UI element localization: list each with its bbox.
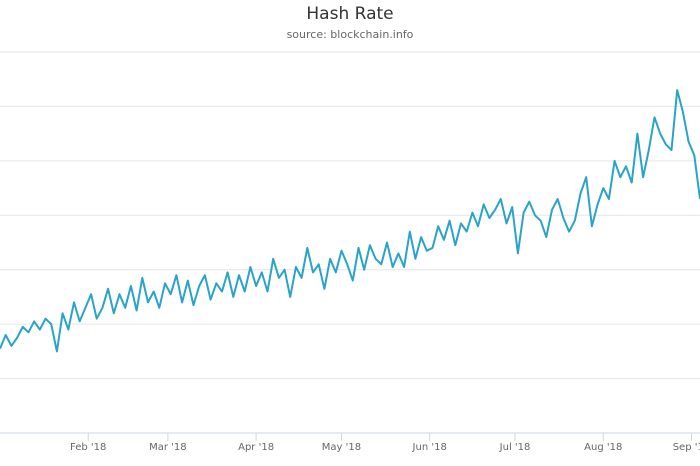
chart-title: Hash Rate: [306, 4, 394, 24]
x-axis: Feb '18 Mar '18 Apr '18 May '18 Jun '18 Jul '…: [0, 432, 700, 453]
x-tick-label-4: Jun '18: [412, 442, 447, 453]
series-group: [0, 89, 700, 353]
x-tick-label-2: Apr '18: [238, 442, 274, 453]
x-tick-label-1: Mar '18: [149, 442, 187, 453]
series-line-0: [0, 89, 700, 353]
chart-subtitle: source: blockchain.info: [286, 28, 414, 41]
grid: [0, 51, 700, 380]
x-tick-label-7: Sep '18: [673, 442, 700, 453]
x-tick-label-5: Jul '18: [499, 442, 531, 453]
x-tick-label-3: May '18: [322, 442, 361, 453]
x-tick-label-0: Feb '18: [70, 442, 106, 453]
x-tick-label-6: Aug '18: [584, 442, 622, 453]
